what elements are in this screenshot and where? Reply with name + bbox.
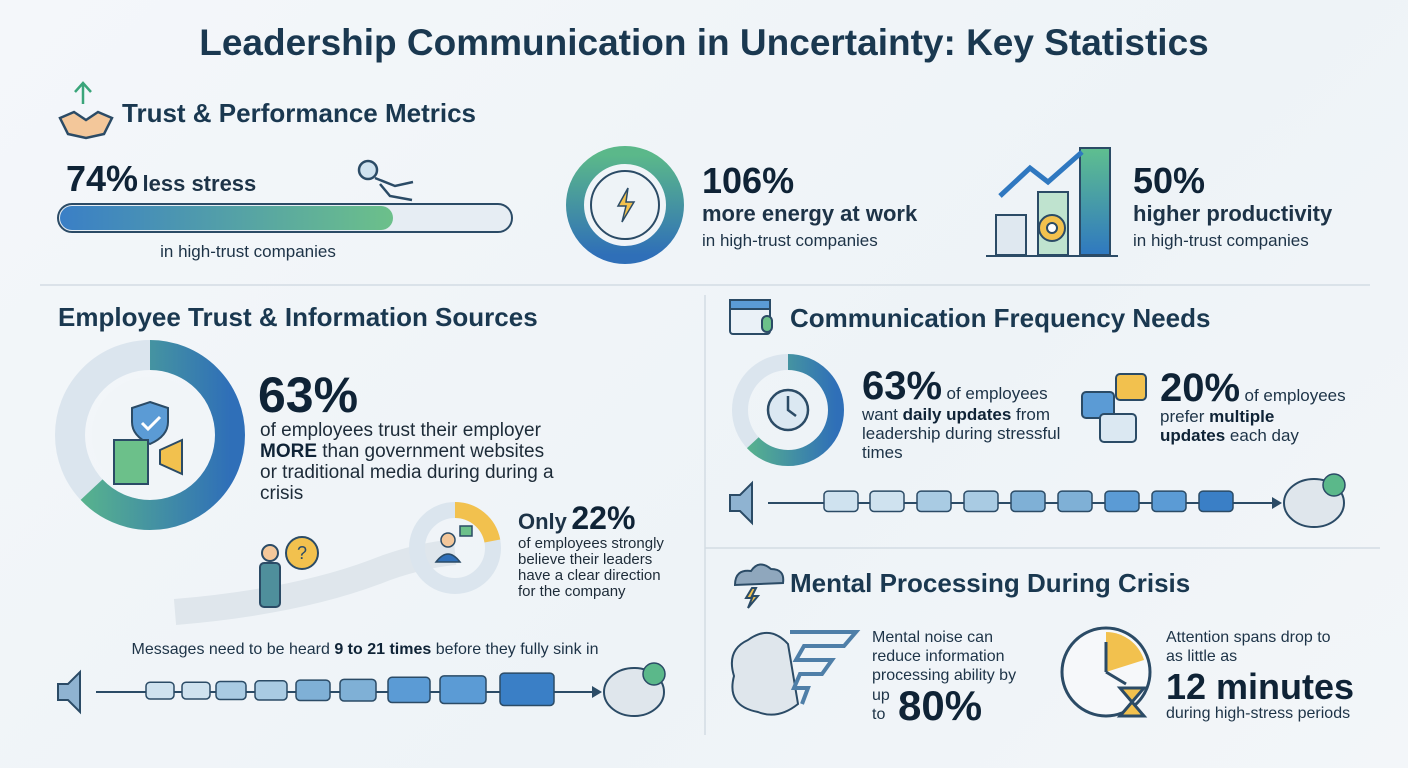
brain-tornado-icon [730,630,861,716]
message-bubble [963,490,999,513]
stat-text: Attention spans drop to as little as [1166,629,1331,665]
energy-ring [566,146,684,264]
section-heading: Communication Frequency Needs [790,303,1211,333]
chat-icon [1081,373,1147,443]
storm-icon [733,563,785,609]
text: before they fully sink in [435,641,599,658]
stat-text: up to [872,686,890,724]
stat-text: less stress [142,171,257,196]
dividers [40,284,1380,735]
stat-sub: in high-trust companies [702,231,878,250]
handshake-icon [58,81,114,140]
text: of employees trust their employer [260,420,541,441]
arrow-head [592,686,602,698]
check-icon [642,662,666,686]
message-bubble [295,679,331,702]
emphasis: 9 to 21 times [334,641,432,658]
message-flows [57,473,1346,717]
stat-text: prefer multiple updates each day [1160,407,1310,445]
progress-fill [60,206,393,230]
stat-number: 20% [1160,366,1241,410]
donut-arc [732,354,844,466]
message-bubble [215,680,247,701]
relax-icon [357,159,414,202]
stat-sub: during high-stress periods [1166,705,1351,722]
text: up [872,687,890,704]
message-bubble [254,680,288,701]
message-bubble [869,490,905,513]
stat-number: 63% [862,364,943,408]
stat-number: 74% [66,158,139,199]
text: from leadership during stressful times [862,405,1061,462]
stopwatch-icon [1060,626,1152,718]
emphasis: daily updates [902,405,1012,424]
text: want [862,405,898,424]
text: to [872,706,886,723]
donut-arc [409,502,501,594]
emphasis: multiple updates [1160,407,1275,445]
person-icon: ? [259,536,319,608]
bolt-icon [616,187,636,223]
message-bubble [1198,490,1234,513]
message-bubble [1057,490,1093,513]
stat-sub: in high-trust companies [160,242,336,261]
donut-arc [55,340,245,530]
stat-text: want daily updates from leadership durin… [862,405,1062,462]
stat-number: 22% [571,500,636,536]
stat-row: 63% of employees [862,364,1048,409]
stat-text: of employees strongly believe their lead… [518,535,664,600]
clock-icon [766,388,810,432]
text: prefer [1160,407,1205,426]
stat-sub: in high-trust companies [1133,231,1309,250]
message-bubble [387,676,431,704]
stat-number: 50% [1133,160,1206,201]
message-bubble [499,672,555,707]
message-bubble [823,490,859,513]
speaker-icon [57,669,81,715]
messages-note: Messages need to be heard 9 to 21 times … [60,641,670,659]
stat-row: 74% less stress [66,158,256,200]
page-title: Leadership Communication in Uncertainty:… [199,22,1209,63]
message-bubble [339,678,377,702]
message-bubble [145,681,175,700]
stat-number: 106% [702,160,795,201]
leader-icon [434,525,473,563]
stat-text: higher productivity [1133,201,1333,226]
text: of employees [1244,386,1346,405]
stat-number: 63% [258,367,359,423]
stat-number: 12 minutes [1166,666,1355,707]
stat-number: 80% [898,682,983,729]
svg-text:?: ? [297,543,307,563]
section-heading: Mental Processing During Crisis [790,568,1191,598]
emphasis: MORE [260,441,317,462]
stat-text: of employees trust their employer MORE t… [260,420,560,504]
stat-text: Mental noise can reduce information proc… [872,629,1017,684]
shield-building-icon [113,400,183,485]
text: Messages need to be heard [131,641,330,658]
check-icon [1322,473,1346,497]
arrow-head [1272,497,1282,509]
text: of employees [946,384,1048,403]
calendar-icon [729,299,773,335]
stat-text: more energy at work [702,201,918,226]
message-bubble [439,675,487,705]
section-heading: Trust & Performance Metrics [122,98,477,128]
stat-row: Only 22% [518,500,635,537]
chart-icon [986,147,1118,257]
speaker-icon [729,480,753,526]
text: each day [1229,426,1299,445]
message-bubble [916,490,952,513]
section-heading: Employee Trust & Information Sources [58,302,538,332]
message-bubble [1104,490,1140,513]
message-bubble [1010,490,1046,513]
text: than government websites or traditional … [260,441,554,504]
message-bubble [1151,490,1187,513]
message-bubble [181,681,211,700]
stat-row: 20% of employees [1160,366,1346,411]
prefix: Only [518,509,567,534]
